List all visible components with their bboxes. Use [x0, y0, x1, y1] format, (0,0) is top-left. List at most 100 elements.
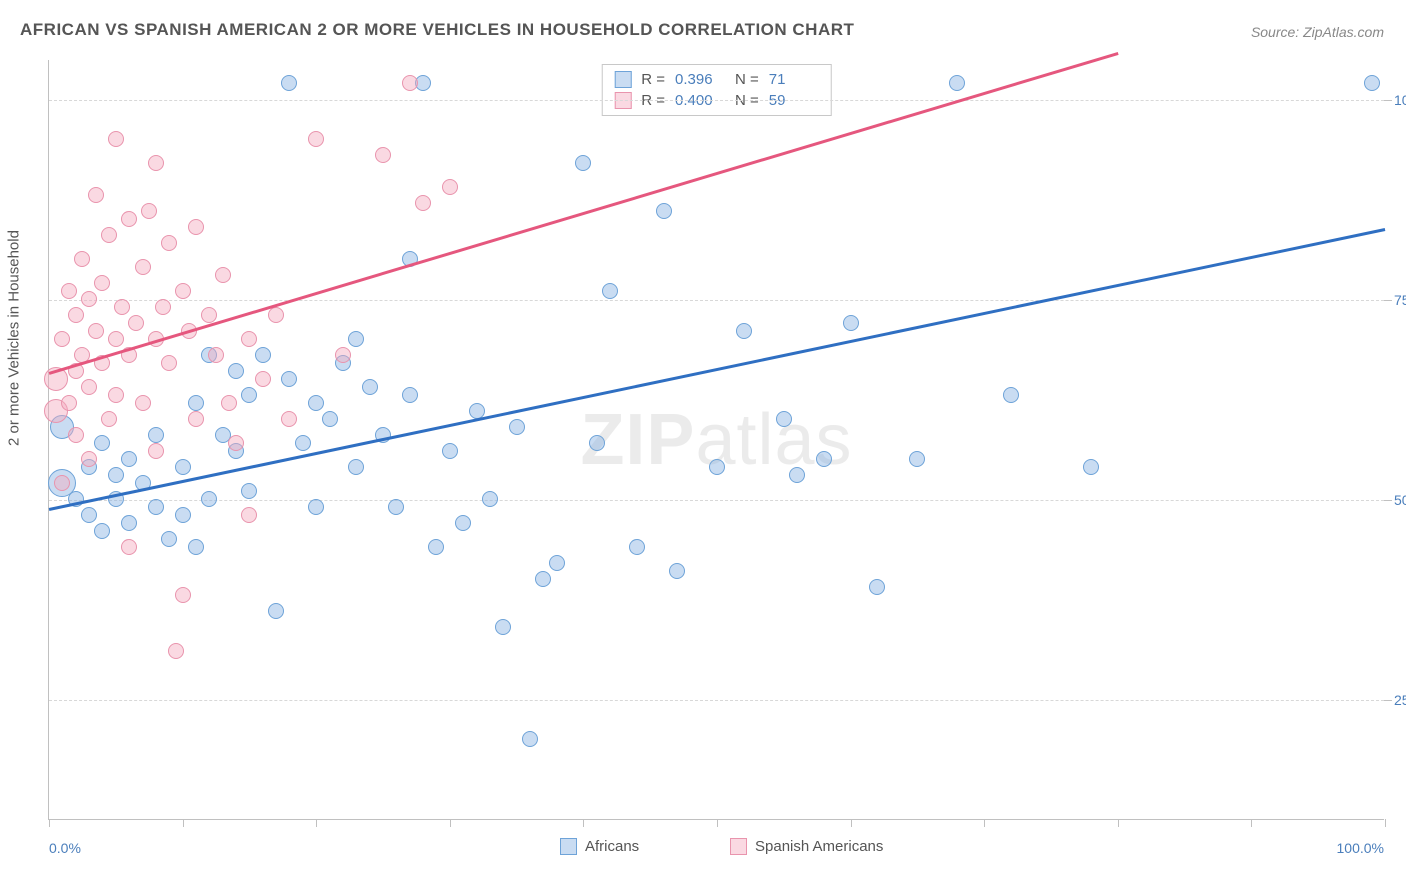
- data-point: [135, 259, 151, 275]
- data-point: [148, 499, 164, 515]
- y-tick-label: 25.0%: [1394, 692, 1406, 708]
- data-point: [148, 443, 164, 459]
- data-point: [228, 363, 244, 379]
- data-point: [442, 443, 458, 459]
- legend-label: Spanish Americans: [755, 838, 883, 855]
- x-tick: [1385, 819, 1386, 827]
- data-point: [535, 571, 551, 587]
- y-tick: [1384, 500, 1392, 501]
- data-point: [108, 467, 124, 483]
- data-point: [789, 467, 805, 483]
- data-point: [255, 371, 271, 387]
- data-point: [656, 203, 672, 219]
- x-tick-label: 100.0%: [1337, 840, 1384, 856]
- data-point: [428, 539, 444, 555]
- data-point: [155, 299, 171, 315]
- data-point: [114, 299, 130, 315]
- data-point: [215, 267, 231, 283]
- data-point: [188, 411, 204, 427]
- n-label: N =: [735, 71, 759, 88]
- data-point: [509, 419, 525, 435]
- data-point: [141, 203, 157, 219]
- data-point: [175, 507, 191, 523]
- legend-swatch: [730, 838, 747, 855]
- data-point: [94, 275, 110, 291]
- data-point: [201, 491, 217, 507]
- y-tick-label: 100.0%: [1394, 92, 1406, 108]
- data-point: [442, 179, 458, 195]
- data-point: [54, 331, 70, 347]
- x-tick: [583, 819, 584, 827]
- data-point: [61, 283, 77, 299]
- y-tick: [1384, 700, 1392, 701]
- data-point: [482, 491, 498, 507]
- data-point: [241, 507, 257, 523]
- data-point: [308, 131, 324, 147]
- x-tick: [183, 819, 184, 827]
- data-point: [108, 331, 124, 347]
- data-point: [669, 563, 685, 579]
- gridline: [49, 100, 1384, 101]
- x-tick: [1251, 819, 1252, 827]
- data-point: [188, 395, 204, 411]
- y-tick-label: 50.0%: [1394, 492, 1406, 508]
- data-point: [108, 387, 124, 403]
- data-point: [602, 283, 618, 299]
- data-point: [121, 515, 137, 531]
- data-point: [843, 315, 859, 331]
- data-point: [148, 155, 164, 171]
- data-point: [549, 555, 565, 571]
- data-point: [175, 283, 191, 299]
- data-point: [208, 347, 224, 363]
- data-point: [388, 499, 404, 515]
- data-point: [415, 195, 431, 211]
- y-tick-label: 75.0%: [1394, 292, 1406, 308]
- x-tick: [316, 819, 317, 827]
- data-point: [348, 459, 364, 475]
- data-point: [161, 235, 177, 251]
- data-point: [188, 539, 204, 555]
- data-point: [101, 411, 117, 427]
- data-point: [709, 459, 725, 475]
- data-point: [335, 347, 351, 363]
- data-point: [308, 395, 324, 411]
- data-point: [68, 307, 84, 323]
- data-point: [281, 371, 297, 387]
- data-point: [949, 75, 965, 91]
- bottom-legend-item: Africans: [560, 838, 639, 855]
- data-point: [175, 459, 191, 475]
- data-point: [161, 355, 177, 371]
- data-point: [348, 331, 364, 347]
- gridline: [49, 700, 1384, 701]
- data-point: [161, 531, 177, 547]
- data-point: [81, 507, 97, 523]
- data-point: [168, 643, 184, 659]
- data-point: [108, 131, 124, 147]
- data-point: [816, 451, 832, 467]
- data-point: [121, 211, 137, 227]
- data-point: [81, 451, 97, 467]
- data-point: [736, 323, 752, 339]
- y-tick: [1384, 100, 1392, 101]
- data-point: [228, 435, 244, 451]
- data-point: [268, 307, 284, 323]
- r-label: R =: [641, 71, 665, 88]
- plot-area: ZIPatlas R =0.396N =71R =0.400N =59 0.0%…: [48, 60, 1384, 820]
- x-tick: [984, 819, 985, 827]
- data-point: [1003, 387, 1019, 403]
- y-axis-label: 2 or more Vehicles in Household: [6, 230, 23, 446]
- data-point: [776, 411, 792, 427]
- x-tick: [851, 819, 852, 827]
- data-point: [94, 523, 110, 539]
- data-point: [455, 515, 471, 531]
- data-point: [402, 387, 418, 403]
- data-point: [308, 499, 324, 515]
- data-point: [268, 603, 284, 619]
- data-point: [61, 395, 77, 411]
- data-point: [121, 451, 137, 467]
- data-point: [74, 251, 90, 267]
- data-point: [88, 323, 104, 339]
- data-point: [869, 579, 885, 595]
- legend-swatch: [560, 838, 577, 855]
- data-point: [575, 155, 591, 171]
